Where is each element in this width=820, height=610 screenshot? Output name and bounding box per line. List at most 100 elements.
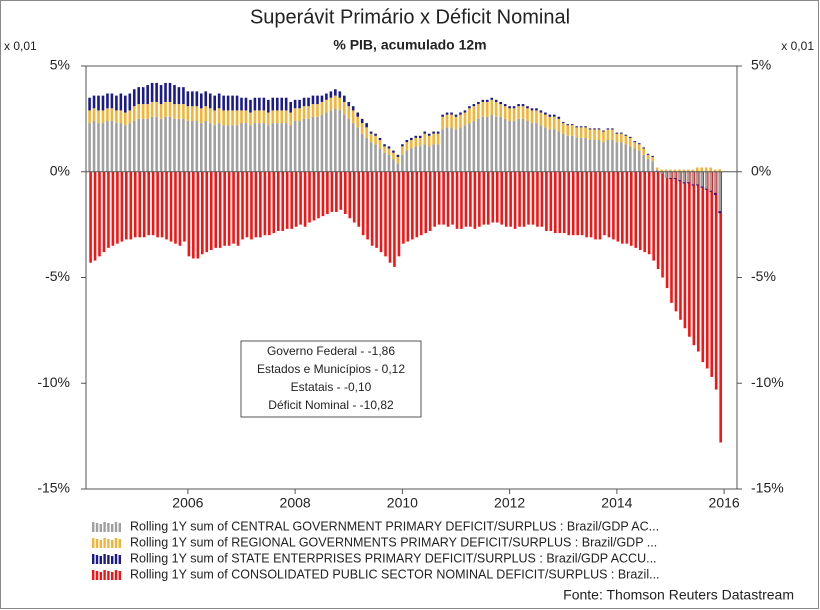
- bar-segment: [664, 169, 668, 172]
- bar: [451, 171, 454, 225]
- bar-segment: [669, 169, 672, 172]
- bar-segment: [128, 123, 132, 172]
- bar-segment: [110, 108, 114, 121]
- bar-segment: [477, 101, 480, 105]
- bar-segment: [494, 99, 498, 102]
- bar: [214, 171, 217, 248]
- bar-segment: [588, 140, 592, 172]
- bar-segment: [570, 135, 574, 172]
- bar-segment: [432, 133, 435, 145]
- bar-segment: [271, 123, 275, 172]
- bar: [205, 171, 209, 253]
- x-tick-label: 2014: [601, 495, 632, 511]
- bar-segment: [561, 133, 565, 172]
- bar-segment: [199, 123, 203, 172]
- bar-segment: [561, 122, 565, 124]
- bar: [192, 171, 195, 259]
- bar: [714, 171, 718, 390]
- legend-swatch: [114, 538, 118, 548]
- bar-segment: [678, 169, 681, 172]
- bar-segment: [191, 106, 194, 121]
- bar: [125, 171, 128, 240]
- bar-segment: [642, 148, 645, 155]
- bar-segment: [240, 97, 243, 111]
- bar-segment: [508, 106, 511, 109]
- bar-segment: [271, 110, 275, 124]
- bar-segment: [217, 108, 221, 124]
- legend-label: Rolling 1Y sum of REGIONAL GOVERNMENTS P…: [130, 535, 657, 549]
- bar-segment: [503, 104, 507, 107]
- y2-tick-label: 5%: [751, 57, 771, 73]
- bar-segment: [606, 140, 610, 172]
- bar-segment: [173, 85, 176, 105]
- y-tick-label: -10%: [37, 374, 70, 390]
- bar-segment: [204, 120, 208, 172]
- bar-segment: [217, 123, 221, 172]
- x-tick-label: 2012: [494, 495, 525, 511]
- bar-segment: [186, 120, 190, 172]
- y2-tick-label: -5%: [751, 268, 776, 284]
- legend-swatch: [103, 570, 106, 580]
- legend-swatch: [111, 524, 114, 532]
- bar-segment: [418, 137, 422, 147]
- bar: [415, 171, 419, 238]
- bar-segment: [468, 106, 471, 109]
- bar-segment: [575, 137, 578, 172]
- bar: [393, 171, 396, 267]
- bar-segment: [673, 171, 677, 179]
- bar-segment: [713, 169, 717, 172]
- bar-segment: [334, 89, 337, 96]
- bar-segment: [718, 169, 721, 172]
- bar-segment: [517, 104, 520, 107]
- bar-segment: [88, 123, 91, 172]
- legend-swatch: [107, 523, 110, 532]
- bar-segment: [101, 95, 105, 111]
- bar-segment: [329, 110, 333, 172]
- bar-segment: [557, 131, 561, 172]
- bar: [326, 171, 329, 215]
- bar-segment: [633, 148, 637, 172]
- bar-segment: [642, 147, 645, 149]
- legend-swatch: [99, 540, 102, 548]
- bar: [294, 171, 298, 227]
- bar-segment: [602, 130, 605, 132]
- bar-segment: [628, 136, 632, 138]
- bar-segment: [557, 116, 561, 119]
- bar-segment: [454, 129, 458, 172]
- bar: [388, 171, 392, 263]
- legend-swatch: [107, 539, 110, 548]
- bar-segment: [195, 106, 199, 121]
- bar: [607, 171, 611, 238]
- bar-segment: [544, 127, 547, 172]
- legend-swatch: [95, 555, 99, 564]
- bar-segment: [410, 137, 413, 141]
- bar-segment: [115, 110, 118, 124]
- bar-segment: [159, 104, 163, 119]
- bar-segment: [553, 129, 556, 172]
- bar-segment: [418, 135, 422, 138]
- bar-segment: [405, 150, 409, 172]
- bar-segment: [231, 110, 234, 126]
- bar-segment: [253, 97, 257, 111]
- bar-segment: [302, 97, 306, 107]
- bar-segment: [481, 101, 485, 117]
- bar: [571, 171, 575, 236]
- legend-swatch: [92, 538, 95, 548]
- bar-segment: [450, 114, 453, 128]
- bar-segment: [347, 106, 351, 119]
- bar-segment: [477, 104, 480, 119]
- bar-segment: [217, 93, 221, 109]
- bar-segment: [553, 114, 556, 117]
- bar-segment: [526, 120, 529, 172]
- bar-segment: [646, 154, 650, 160]
- bar: [522, 171, 526, 227]
- bar-segment: [544, 114, 547, 128]
- bar-segment: [535, 110, 538, 124]
- bar-segment: [311, 95, 315, 105]
- bar-segment: [240, 110, 243, 124]
- bar-segment: [365, 127, 368, 138]
- bar-segment: [642, 154, 645, 172]
- bar-segment: [579, 127, 583, 138]
- bar-segment: [704, 188, 708, 190]
- bar-segment: [570, 124, 574, 126]
